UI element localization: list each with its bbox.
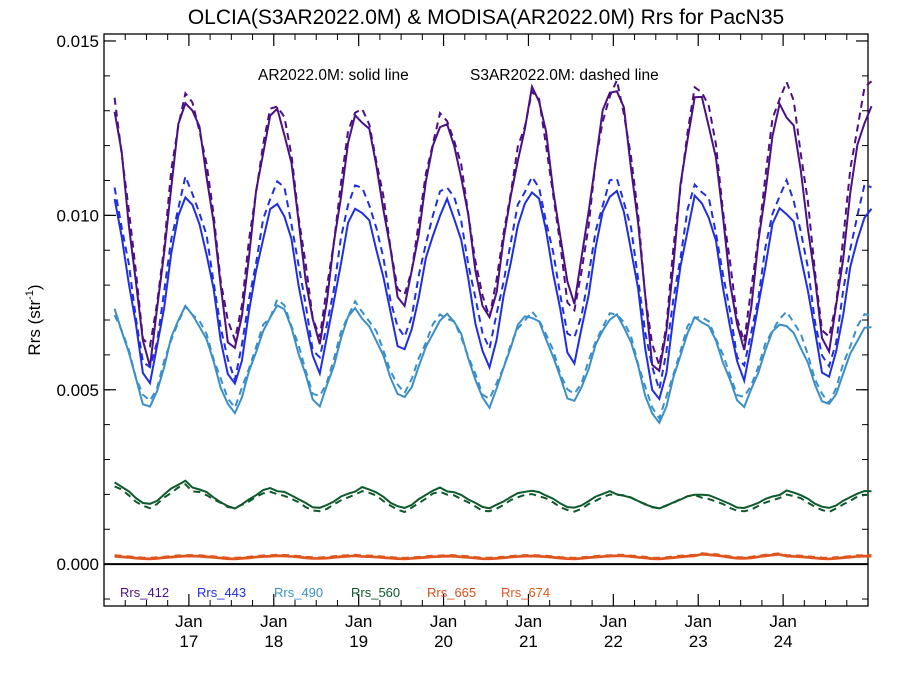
x-tick-year: 17 <box>179 632 198 651</box>
x-tick-month: Jan <box>600 612 627 631</box>
solid-line-note: AR2022.0M: solid line <box>258 67 409 84</box>
series-line-solid <box>113 304 872 425</box>
x-tick-year: 22 <box>604 632 623 651</box>
series-line-dashed <box>113 297 872 421</box>
legend-entry: Rrs_665 <box>427 585 476 600</box>
series-line-dashed <box>113 173 872 390</box>
x-tick-year: 18 <box>264 632 283 651</box>
x-tick-month: Jan <box>685 612 712 631</box>
dashed-line-note: S3AR2022.0M: dashed line <box>470 67 659 84</box>
x-tick-month: Jan <box>260 612 287 631</box>
series-line-dashed <box>114 483 872 514</box>
series-line-solid <box>114 553 872 561</box>
legend-entry: Rrs_674 <box>501 585 550 600</box>
x-tick-year: 21 <box>519 632 538 651</box>
x-tick-year: 24 <box>774 632 793 651</box>
y-tick-label: 0.000 <box>56 555 99 574</box>
x-tick-month: Jan <box>430 612 457 631</box>
y-tick-label: 0.005 <box>56 381 99 400</box>
legend-entry: Rrs_560 <box>351 585 400 600</box>
x-tick-year: 19 <box>349 632 368 651</box>
y-axis-label: Rrs (str-1) <box>24 284 44 355</box>
x-tick-year: 23 <box>689 632 708 651</box>
legend-entry: Rrs_443 <box>197 585 246 600</box>
x-tick-year: 20 <box>434 632 453 651</box>
y-tick-label: 0.010 <box>56 206 99 225</box>
series-line-solid <box>114 479 872 510</box>
legend-entry: Rrs_490 <box>274 585 323 600</box>
series-lines <box>113 76 873 561</box>
legend-entry: Rrs_412 <box>120 585 169 600</box>
series-line-dashed <box>113 76 873 366</box>
legend: Rrs_412 Rrs_443 Rrs_490 Rrs_560 Rrs_665 Rrs_6… <box>120 585 550 600</box>
x-tick-month: Jan <box>515 612 542 631</box>
series-line-solid <box>113 83 873 373</box>
y-axis: 0.000 0.005 0.010 0.015 <box>56 32 868 600</box>
x-tick-month: Jan <box>175 612 202 631</box>
x-tick-month: Jan <box>345 612 372 631</box>
x-tick-month: Jan <box>769 612 796 631</box>
chart-title: OLCIA(S3AR2022.0M) & MODISA(AR2022.0M) R… <box>188 6 784 29</box>
series-line-solid <box>113 189 873 402</box>
y-tick-label: 0.015 <box>56 32 99 51</box>
